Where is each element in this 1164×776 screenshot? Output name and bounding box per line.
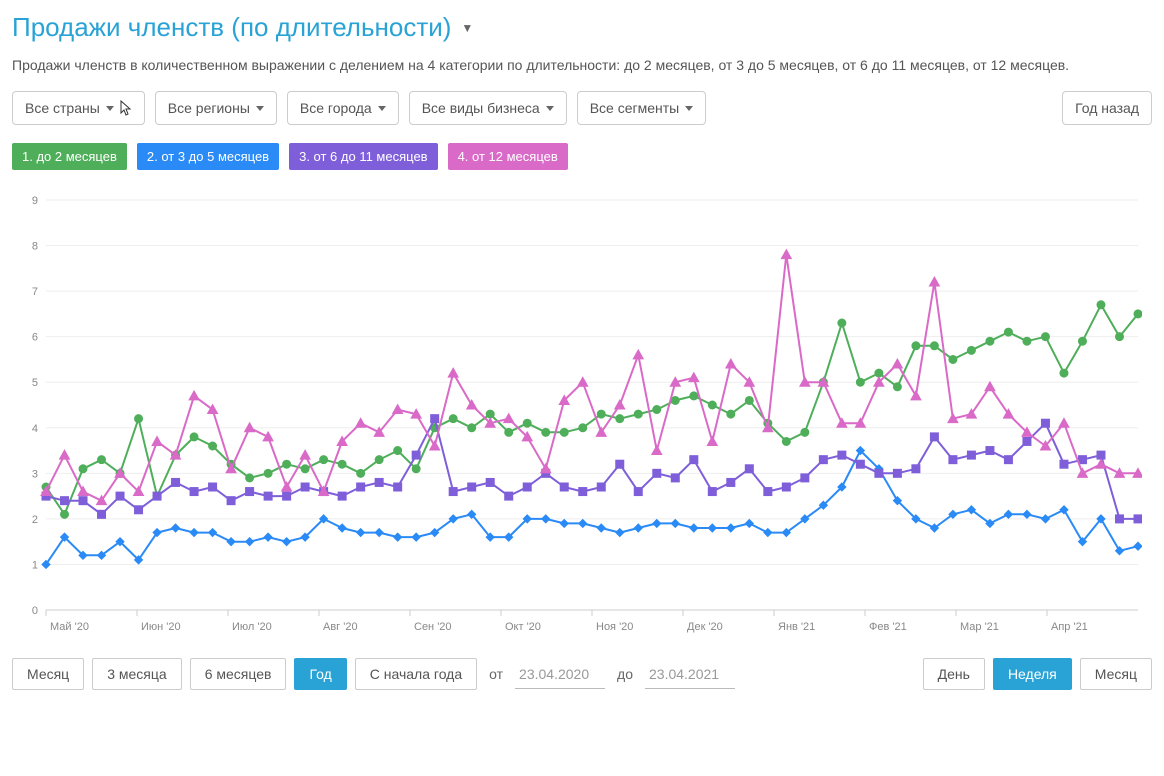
from-label: от <box>489 666 503 682</box>
legend-chip-2[interactable]: 2. от 3 до 5 месяцев <box>137 143 279 170</box>
svg-text:5: 5 <box>32 377 38 389</box>
svg-text:Июн '20: Июн '20 <box>141 621 181 633</box>
page-title: Продажи членств (по длительности) ▼ <box>12 12 1152 43</box>
svg-text:4: 4 <box>32 423 38 435</box>
svg-text:Янв '21: Янв '21 <box>778 621 815 633</box>
svg-text:Сен '20: Сен '20 <box>414 621 452 633</box>
svg-text:9: 9 <box>32 195 38 207</box>
filter-segments[interactable]: Все сегменты <box>577 91 707 125</box>
filter-regions-label: Все регионы <box>168 100 250 116</box>
to-label: до <box>617 666 633 682</box>
legend-chip-1[interactable]: 1. до 2 месяцев <box>12 143 127 170</box>
cursor-icon <box>120 100 132 116</box>
legend-row: 1. до 2 месяцев 2. от 3 до 5 месяцев 3. от… <box>12 143 1152 170</box>
chevron-down-icon <box>546 106 554 111</box>
filter-countries-label: Все страны <box>25 100 100 116</box>
svg-text:7: 7 <box>32 286 38 298</box>
title-dropdown-icon[interactable]: ▼ <box>461 21 473 35</box>
svg-text:Июл '20: Июл '20 <box>232 621 272 633</box>
range-button-3[interactable]: Год <box>294 658 346 690</box>
grouping-button-1[interactable]: Неделя <box>993 658 1072 690</box>
date-from-input[interactable] <box>515 660 605 689</box>
svg-text:0: 0 <box>32 605 38 617</box>
chevron-down-icon <box>256 106 264 111</box>
description: Продажи членств в количественном выражен… <box>12 57 1152 73</box>
svg-text:1: 1 <box>32 559 38 571</box>
range-button-1[interactable]: 3 месяца <box>92 658 181 690</box>
chevron-down-icon <box>685 106 693 111</box>
range-button-4[interactable]: С начала года <box>355 658 477 690</box>
grouping-button-0[interactable]: День <box>923 658 985 690</box>
svg-text:Окт '20: Окт '20 <box>505 621 541 633</box>
svg-text:Дек '20: Дек '20 <box>687 621 723 633</box>
filter-cities[interactable]: Все города <box>287 91 399 125</box>
line-chart-svg: 0 1 2 3 4 5 6 7 8 9 Май '20 Июн '20 Июл '20 Авг '20 Се… <box>12 190 1142 650</box>
filters-row: Все страны Все регионы Все города Все ви… <box>12 91 1152 125</box>
filter-business-label: Все виды бизнеса <box>422 100 540 116</box>
range-button-0[interactable]: Месяц <box>12 658 84 690</box>
svg-text:2: 2 <box>32 514 38 526</box>
svg-text:Авг '20: Авг '20 <box>323 621 358 633</box>
filter-year-ago[interactable]: Год назад <box>1062 91 1152 125</box>
chevron-down-icon <box>106 106 114 111</box>
filter-segments-label: Все сегменты <box>590 100 680 116</box>
controls-row: Месяц3 месяца6 месяцевГодС начала года о… <box>12 658 1152 690</box>
filter-business[interactable]: Все виды бизнеса <box>409 91 567 125</box>
svg-text:Ноя '20: Ноя '20 <box>596 621 633 633</box>
svg-text:Апр '21: Апр '21 <box>1051 621 1088 633</box>
legend-chip-4[interactable]: 4. от 12 месяцев <box>448 143 568 170</box>
svg-text:Мар '21: Мар '21 <box>960 621 999 633</box>
range-button-2[interactable]: 6 месяцев <box>190 658 287 690</box>
filter-year-ago-label: Год назад <box>1075 100 1139 116</box>
svg-text:Май '20: Май '20 <box>50 621 89 633</box>
grouping-button-group: ДеньНеделяМесяц <box>923 658 1152 690</box>
svg-text:6: 6 <box>32 332 38 344</box>
svg-text:Фев '21: Фев '21 <box>869 621 907 633</box>
range-button-group: Месяц3 месяца 6 месяцевГод С начала года <box>12 658 477 690</box>
date-to-input[interactable] <box>645 660 735 689</box>
chevron-down-icon <box>378 106 386 111</box>
legend-chip-3[interactable]: 3. от 6 до 11 месяцев <box>289 143 437 170</box>
grouping-button-2[interactable]: Месяц <box>1080 658 1152 690</box>
filter-countries[interactable]: Все страны <box>12 91 145 125</box>
filter-regions[interactable]: Все регионы <box>155 91 277 125</box>
chart: 0 1 2 3 4 5 6 7 8 9 Май '20 Июн '20 Июл '20 Авг '20 Се… <box>12 190 1152 650</box>
filter-cities-label: Все города <box>300 100 372 116</box>
svg-text:3: 3 <box>32 468 38 480</box>
title-text: Продажи членств (по длительности) <box>12 12 451 43</box>
svg-text:8: 8 <box>32 241 38 253</box>
